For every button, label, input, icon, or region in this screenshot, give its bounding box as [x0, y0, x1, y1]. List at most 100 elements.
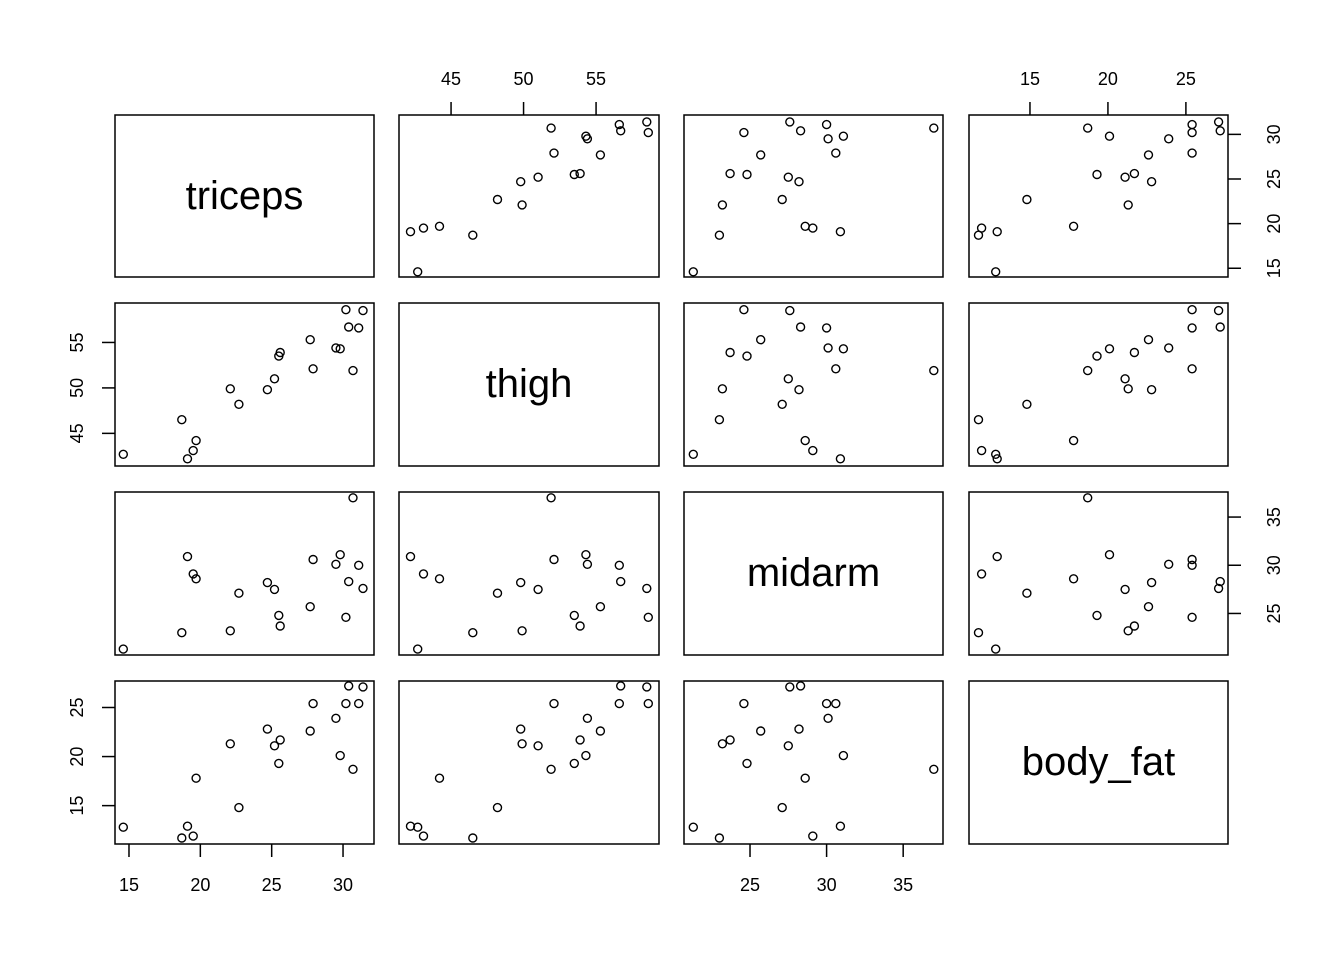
- data-point: [1187, 127, 1197, 138]
- data-point: [331, 343, 341, 353]
- data-point: [335, 750, 345, 761]
- data-point: [783, 741, 793, 751]
- data-point: [418, 223, 429, 233]
- data-point: [118, 822, 129, 832]
- data-point: [823, 713, 833, 723]
- data-point: [808, 445, 818, 456]
- data-point: [1213, 583, 1224, 594]
- data-point: [1104, 344, 1115, 354]
- data-point: [595, 602, 606, 612]
- data-point: [188, 445, 198, 456]
- y-tick-label-triceps: 20: [1264, 214, 1284, 234]
- data-point: [595, 150, 606, 160]
- data-point: [1120, 172, 1130, 182]
- panel-grid: [114, 114, 1229, 845]
- data-point: [1022, 588, 1032, 598]
- data-point: [725, 735, 735, 745]
- data-point: [717, 200, 728, 210]
- data-point: [262, 577, 273, 588]
- x-tick-label-triceps: 15: [119, 875, 139, 895]
- data-point: [973, 415, 984, 425]
- data-point: [305, 602, 315, 612]
- data-point: [308, 554, 318, 565]
- data-point: [118, 644, 129, 654]
- data-point: [742, 758, 752, 769]
- data-point: [418, 569, 429, 579]
- data-point: [549, 148, 559, 158]
- data-point: [777, 802, 787, 813]
- data-point: [838, 131, 849, 141]
- data-point: [725, 168, 735, 179]
- data-point: [1187, 305, 1197, 315]
- data-point: [118, 449, 129, 459]
- data-point: [991, 449, 1001, 459]
- data-point: [262, 724, 273, 734]
- y-tick-label-body_fat: 25: [67, 697, 87, 717]
- data-point: [835, 454, 846, 464]
- panel-midarm-vs-body_fat: [968, 491, 1229, 656]
- data-point: [274, 351, 284, 361]
- x-tick-label-triceps: 20: [190, 875, 210, 895]
- data-point: [516, 176, 526, 187]
- data-point: [838, 344, 849, 354]
- data-point: [549, 698, 559, 709]
- data-point: [739, 127, 749, 138]
- data-point: [1163, 559, 1174, 569]
- y-tick-label-triceps: 15: [1264, 258, 1284, 278]
- data-point: [1146, 385, 1157, 395]
- data-point: [413, 644, 423, 654]
- data-point: [348, 493, 358, 503]
- data-point: [973, 628, 984, 638]
- data-point: [1146, 577, 1157, 588]
- data-point: [643, 127, 653, 138]
- data-point: [533, 172, 543, 182]
- x-tick-label-body_fat: 20: [1098, 69, 1118, 89]
- diag-label-body-fat: body_fat: [1021, 740, 1176, 784]
- data-point: [835, 226, 846, 237]
- data-point: [269, 584, 280, 595]
- data-point: [1187, 612, 1197, 622]
- data-point: [331, 559, 341, 569]
- data-point: [1104, 550, 1115, 560]
- data-point: [808, 223, 818, 233]
- data-point: [976, 445, 987, 456]
- y-tick-label-triceps: 25: [1264, 169, 1284, 189]
- data-point: [992, 551, 1002, 562]
- data-point: [262, 385, 273, 395]
- data-point: [1120, 374, 1130, 384]
- data-point: [614, 698, 624, 709]
- data-point: [739, 698, 749, 709]
- panel-triceps-vs-midarm: [683, 114, 944, 278]
- data-point: [795, 681, 806, 691]
- data-point: [177, 833, 187, 843]
- axes: 15 20 25 30 25 30 35 45 50 55 15 20 25 45 50 55 15 20 25 15…: [67, 69, 1284, 895]
- data-point: [1068, 574, 1079, 584]
- data-point: [1146, 176, 1157, 187]
- data-point: [1082, 493, 1093, 503]
- data-point: [714, 230, 725, 240]
- data-point: [795, 322, 806, 332]
- data-point: [1068, 221, 1079, 232]
- data-point: [331, 713, 341, 723]
- data-point: [274, 610, 284, 621]
- data-point: [191, 435, 201, 446]
- data-point: [614, 560, 624, 570]
- panel-thigh-vs-thigh: [398, 302, 660, 467]
- data-point: [418, 831, 429, 841]
- data-point: [800, 221, 810, 232]
- data-point: [308, 364, 318, 374]
- data-point: [725, 347, 735, 358]
- panel-body_fat-vs-body_fat: [968, 680, 1229, 845]
- data-point: [1143, 150, 1154, 160]
- data-point: [1215, 576, 1225, 587]
- data-point: [581, 550, 591, 560]
- data-point: [1187, 364, 1197, 374]
- data-point: [642, 117, 652, 127]
- data-point: [348, 365, 358, 376]
- data-point: [335, 344, 345, 354]
- data-point: [1082, 123, 1093, 133]
- data-point: [358, 682, 368, 692]
- data-point: [835, 821, 846, 831]
- data-point: [991, 644, 1001, 654]
- data-point: [929, 365, 939, 376]
